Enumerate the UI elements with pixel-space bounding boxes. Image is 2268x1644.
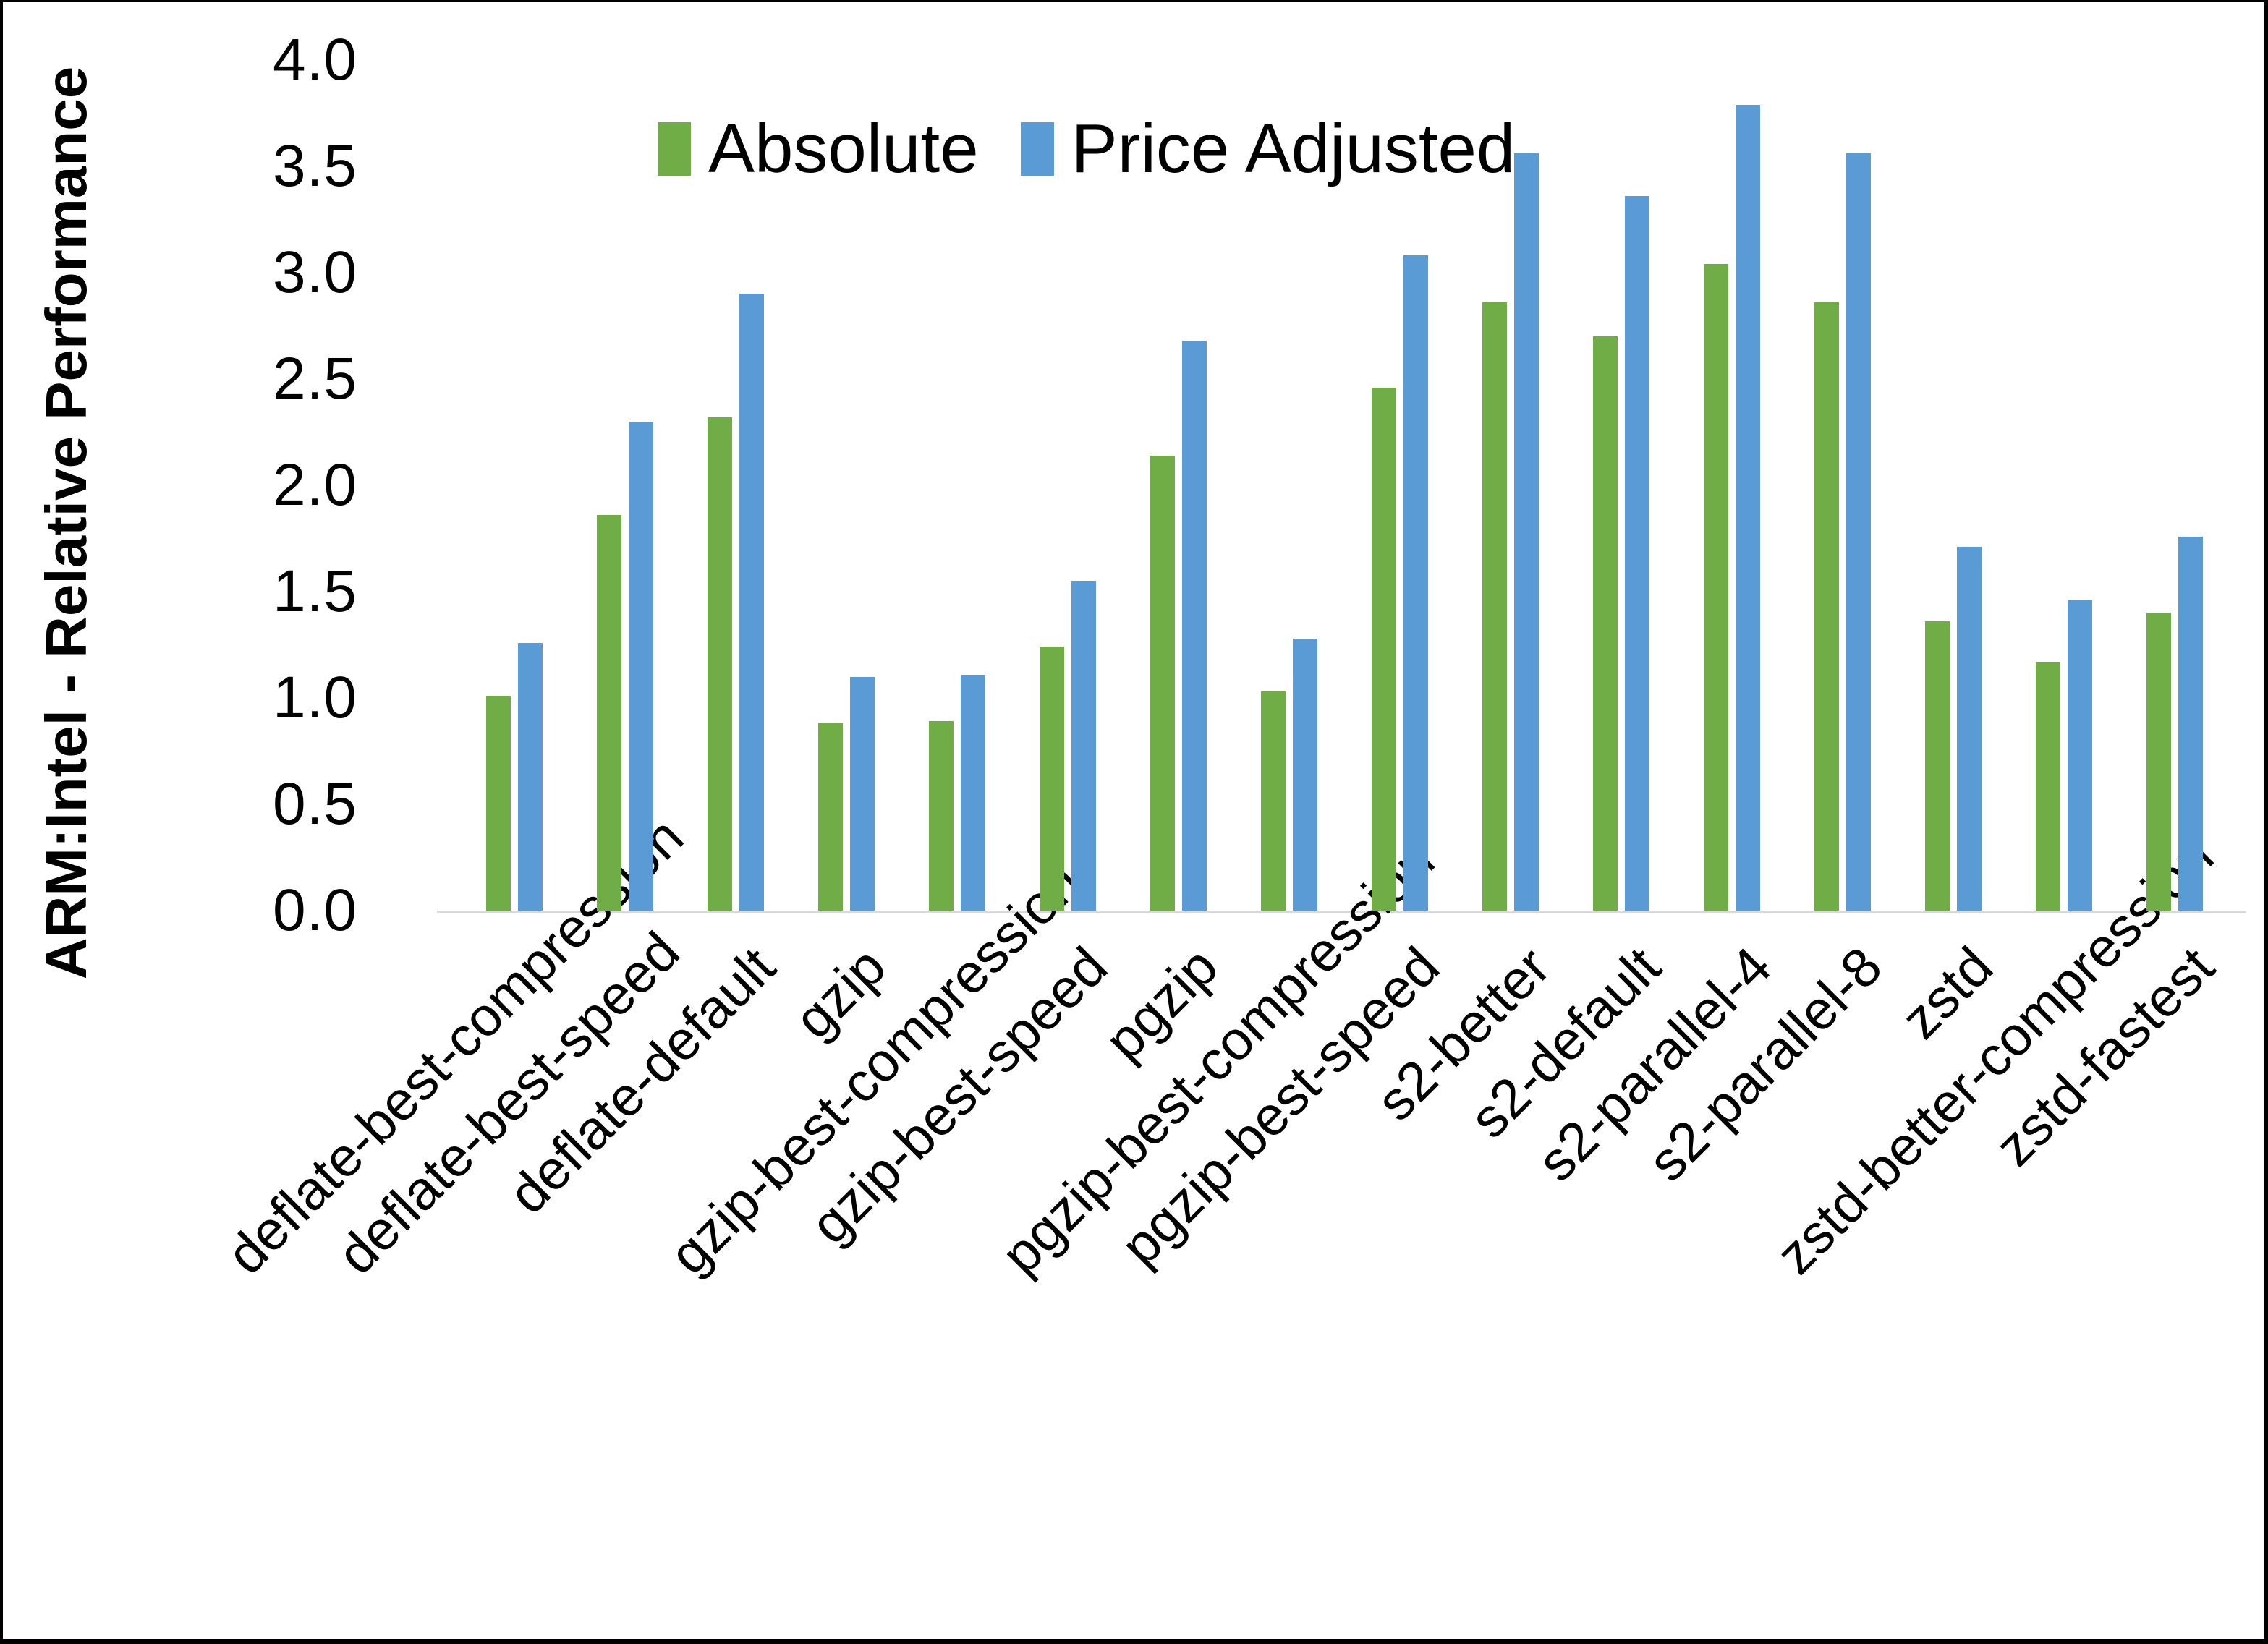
y-tick-label-2.5: 2.5 xyxy=(273,346,357,412)
bar-price-adjusted-pgzip-best-compression xyxy=(1292,638,1317,911)
bar-absolute-gzip xyxy=(817,723,843,911)
x-axis-line xyxy=(437,911,2246,913)
y-tick-label-1.0: 1.0 xyxy=(273,665,357,731)
legend-label-absolute: Absolute xyxy=(708,110,979,187)
y-tick-label-3.5: 3.5 xyxy=(273,133,357,199)
bar-absolute-gzip-best-speed xyxy=(1039,647,1064,911)
legend-item-price-adjusted: Price Adjusted xyxy=(1020,109,1516,189)
legend-swatch-absolute xyxy=(658,122,691,176)
bar-absolute-deflate-best-compression xyxy=(485,696,511,911)
bar-price-adjusted-s2-better xyxy=(1513,153,1539,911)
bar-absolute-s2-better xyxy=(1482,302,1507,911)
legend-swatch-price-adjusted xyxy=(1020,122,1054,176)
y-tick-label-0.0: 0.0 xyxy=(273,877,357,943)
bar-absolute-zstd xyxy=(1924,621,1950,911)
y-tick-label-3.0: 3.0 xyxy=(273,239,357,305)
bar-price-adjusted-deflate-best-speed xyxy=(628,421,653,911)
bar-price-adjusted-zstd xyxy=(1956,547,1982,911)
legend-item-absolute: Absolute xyxy=(658,109,979,189)
bar-price-adjusted-zstd-better-compression xyxy=(2067,600,2092,911)
y-tick-label-1.5: 1.5 xyxy=(273,558,357,624)
bar-price-adjusted-gzip-best-compression xyxy=(960,674,985,911)
bar-absolute-deflate-best-speed xyxy=(596,515,621,911)
bar-price-adjusted-gzip-best-speed xyxy=(1071,581,1096,911)
bar-price-adjusted-s2-default xyxy=(1624,196,1649,911)
plot-area: 0.0 0.5 1.0 1.5 2.0 2.5 3.0 3.5 4.0 deflate-best-… xyxy=(3,2,2264,1639)
bar-price-adjusted-pgzip xyxy=(1181,341,1207,911)
bar-price-adjusted-s2-parallel-8 xyxy=(1846,153,1871,911)
chart-legend: Absolute Price Adjusted xyxy=(658,109,1515,189)
bar-absolute-s2-default xyxy=(1592,336,1618,911)
bar-absolute-pgzip-best-speed xyxy=(1371,387,1396,911)
bar-absolute-s2-parallel-4 xyxy=(1703,264,1728,911)
bar-absolute-s2-parallel-8 xyxy=(1814,302,1839,911)
y-tick-label-2.0: 2.0 xyxy=(273,452,357,518)
bar-price-adjusted-pgzip-best-speed xyxy=(1403,255,1428,911)
bar-absolute-zstd-fastest xyxy=(2146,613,2171,911)
bar-price-adjusted-deflate-best-compression xyxy=(517,642,543,911)
bar-absolute-gzip-best-compression xyxy=(928,721,954,911)
bar-price-adjusted-zstd-fastest xyxy=(2178,536,2203,911)
y-tick-label-4.0: 4.0 xyxy=(273,27,357,93)
y-tick-label-0.5: 0.5 xyxy=(273,771,357,837)
legend-label-price-adjusted: Price Adjusted xyxy=(1071,110,1516,187)
bar-absolute-pgzip-best-compression xyxy=(1260,691,1286,911)
bar-absolute-zstd-better-compression xyxy=(2035,662,2060,911)
bar-price-adjusted-s2-parallel-4 xyxy=(1735,104,1760,911)
bar-price-adjusted-deflate-default xyxy=(739,294,764,911)
bar-absolute-pgzip xyxy=(1150,455,1175,911)
bar-absolute-deflate-default xyxy=(707,417,732,911)
bar-price-adjusted-gzip xyxy=(849,676,875,911)
